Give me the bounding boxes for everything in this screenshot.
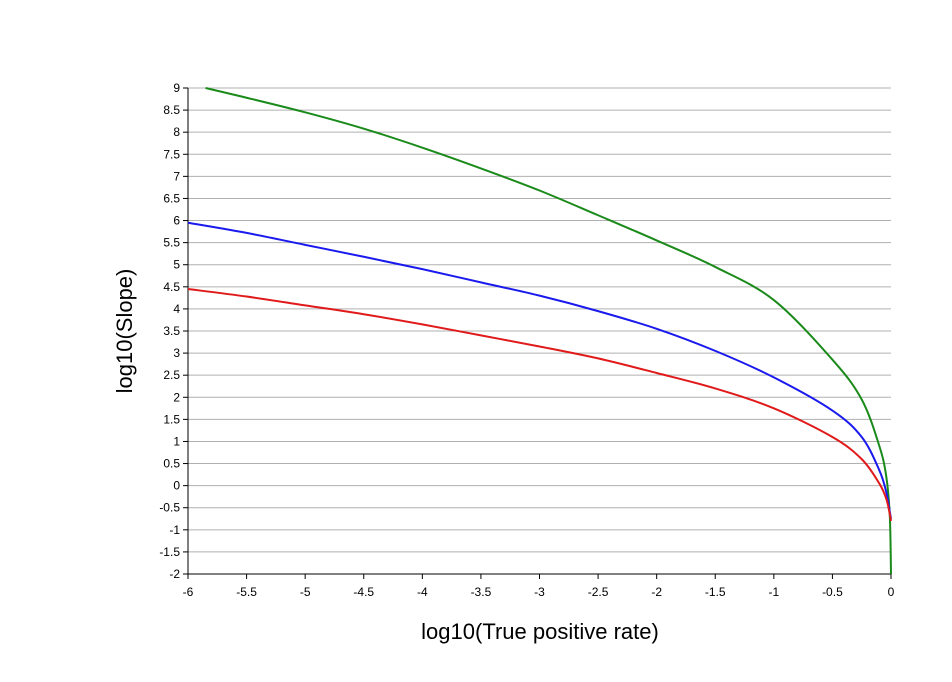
series-line-3 bbox=[187, 288, 892, 522]
grid-lines bbox=[188, 87, 891, 553]
x-tick-label: -0.5 bbox=[822, 585, 843, 599]
y-tick-label: 0 bbox=[173, 479, 180, 493]
y-tick-label: 2 bbox=[173, 390, 180, 404]
x-tick-label: -3.5 bbox=[471, 585, 492, 599]
y-tick-label: 1 bbox=[173, 434, 180, 448]
y-tick-label: 8 bbox=[173, 125, 180, 139]
x-tick-label: -4.5 bbox=[353, 585, 374, 599]
x-axis-ticks: -6 -5.5 -5 -4.5 -4 -3.5 -3 -2.5 -2 -1.5 -1 -0.5 0 bbox=[183, 574, 895, 599]
x-tick-label: -1.5 bbox=[705, 585, 726, 599]
series-line-2 bbox=[187, 221, 892, 519]
y-tick-label: 0.5 bbox=[163, 457, 180, 471]
y-tick-label: 1.5 bbox=[163, 412, 180, 426]
x-tick-label: -3 bbox=[534, 585, 545, 599]
y-tick-label: 9 bbox=[173, 81, 180, 95]
x-tick-label: -2.5 bbox=[588, 585, 609, 599]
x-tick-label: -1 bbox=[768, 585, 779, 599]
x-tick-label: -2 bbox=[651, 585, 662, 599]
y-axis-ticks: -2 -1.5 -1 -0.5 0 0.5 1 1.5 2 2.5 3 3.5 4 4.5 5 5.5 6 6.5… bbox=[159, 81, 188, 581]
y-tick-label: 7 bbox=[173, 169, 180, 183]
x-tick-label: 0 bbox=[888, 585, 895, 599]
y-tick-label: -1 bbox=[169, 523, 180, 537]
y-tick-label: 3 bbox=[173, 346, 180, 360]
x-tick-label: -4 bbox=[417, 585, 428, 599]
y-tick-label: 3.5 bbox=[163, 324, 180, 338]
y-tick-label: 2.5 bbox=[163, 368, 180, 382]
y-tick-label: 6 bbox=[173, 214, 180, 228]
y-tick-label: 5.5 bbox=[163, 236, 180, 250]
y-tick-label: 8.5 bbox=[163, 103, 180, 117]
y-tick-label: -0.5 bbox=[159, 501, 180, 515]
y-tick-label: -1.5 bbox=[159, 545, 180, 559]
x-tick-label: -5 bbox=[300, 585, 311, 599]
y-tick-label: 6.5 bbox=[163, 191, 180, 205]
series-lines bbox=[187, 87, 892, 575]
y-tick-label: 5 bbox=[173, 258, 180, 272]
x-tick-label: -6 bbox=[183, 585, 194, 599]
y-tick-label: 4 bbox=[173, 302, 180, 316]
x-tick-label: -5.5 bbox=[236, 585, 257, 599]
series-line-1 bbox=[205, 87, 892, 575]
y-tick-label: 4.5 bbox=[163, 280, 180, 294]
y-tick-label: -2 bbox=[169, 567, 180, 581]
x-axis-title: log10(True positive rate) bbox=[421, 619, 659, 644]
y-tick-label: 7.5 bbox=[163, 147, 180, 161]
y-axis-title: log10(Slope) bbox=[112, 269, 137, 394]
